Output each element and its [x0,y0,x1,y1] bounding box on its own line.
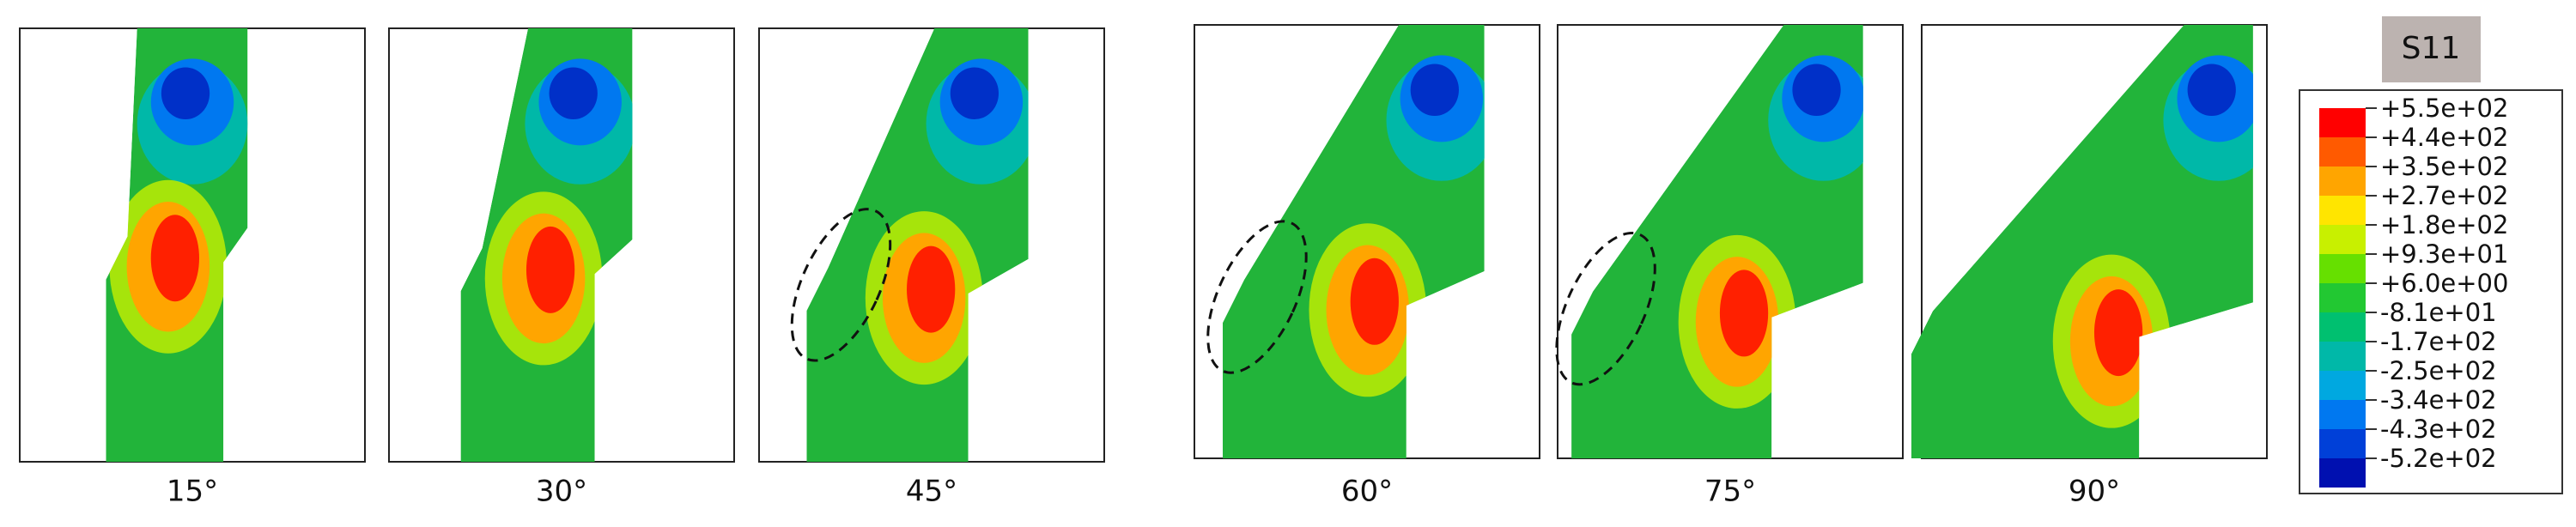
tube [106,28,248,462]
panel-label: 90° [2069,475,2120,509]
panel-label: 30° [536,475,587,509]
stress-zone [549,67,598,120]
panel [1555,24,1904,459]
tube [460,28,633,462]
legend-title: S11 [2402,31,2461,66]
legend-label: -8.1e+01 [2380,298,2497,327]
legend-label: -3.4e+02 [2380,385,2497,415]
tube [1571,25,1863,458]
legend-label: +4.4e+02 [2380,123,2508,152]
panel-label: 45° [906,475,957,509]
legend-swatch [2319,167,2366,196]
tube [1222,25,1485,458]
panel [19,27,366,463]
legend-swatch [2319,342,2366,371]
legend-swatch [2319,137,2366,167]
legend-label: +1.8e+02 [2380,210,2508,239]
stress-zone [161,67,210,120]
stress-zone [950,67,999,120]
panel [758,27,1105,463]
stress-zone [1410,64,1459,117]
legend-swatch [2319,312,2366,342]
panel [1194,24,1540,459]
legend-swatch [2319,458,2366,488]
legend-label: -5.2e+02 [2380,444,2497,473]
legend-swatch [2319,283,2366,312]
legend-swatch [2319,108,2366,137]
legend-swatch [2319,429,2366,458]
panel-label: 75° [1704,475,1756,509]
tube [1911,25,2253,458]
legend-label: +9.3e+01 [2380,239,2508,269]
legend-swatch [2319,371,2366,400]
stress-zone [1792,64,1841,117]
legend-swatch [2319,196,2366,225]
legend-swatch [2319,254,2366,283]
stress-zone [1350,257,1399,345]
tube [806,28,1029,462]
legend-label: -1.7e+02 [2380,327,2497,356]
legend-label: +5.5e+02 [2380,94,2508,123]
highlight-ellipse [1206,220,1308,374]
legend-swatch [2319,225,2366,254]
stress-zone [150,215,199,302]
legend-swatch [2319,400,2366,429]
stress-zone [907,245,956,333]
stress-zone [2093,289,2143,377]
legend-label: -4.3e+02 [2380,415,2497,444]
legend-label: +6.0e+00 [2380,269,2508,298]
panel [388,27,735,463]
legend-title-box [2382,16,2481,82]
legend-label: +3.5e+02 [2380,152,2508,181]
stress-zone [1719,270,1769,357]
panel [1911,24,2268,459]
panel-label: 15° [167,475,218,509]
stress-zone [526,226,575,313]
highlight-ellipse [790,208,892,362]
panel-label: 60° [1341,475,1393,509]
legend-label: -2.5e+02 [2380,356,2497,385]
legend-label: +2.7e+02 [2380,181,2508,210]
stress-zone [2187,64,2236,117]
